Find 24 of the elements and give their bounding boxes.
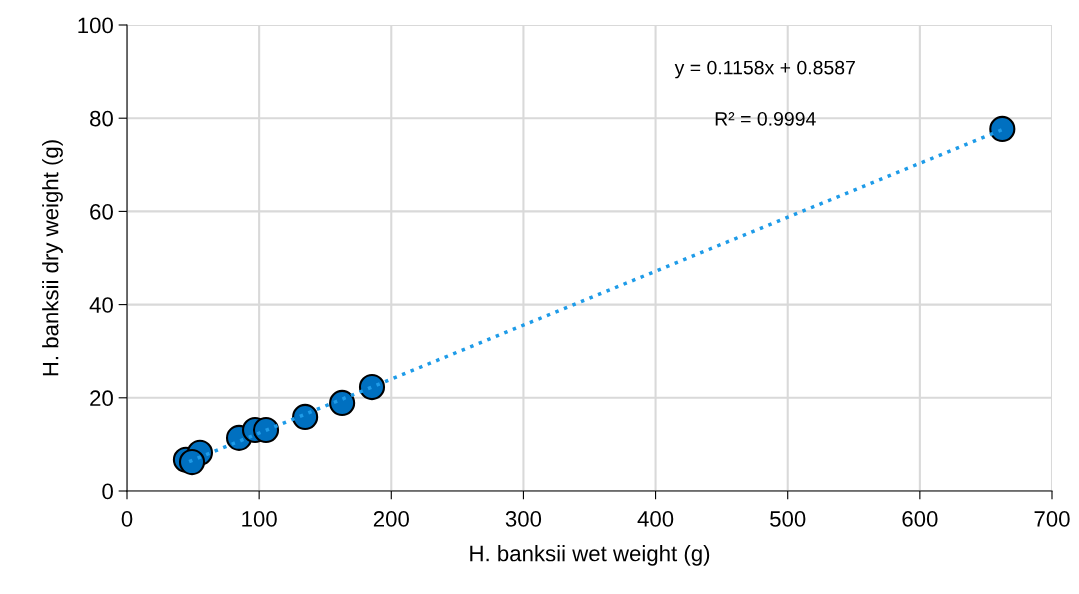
- y-tick-label: 80: [90, 110, 113, 127]
- point: [989, 115, 1016, 142]
- point: [252, 416, 280, 444]
- y-tick-label: 60: [90, 203, 113, 220]
- x-tick-label: 100: [242, 511, 277, 527]
- y-tick-label: 20: [90, 390, 113, 407]
- annotation: R² = 0.9994: [715, 111, 816, 126]
- point: [178, 449, 206, 476]
- point: [329, 389, 356, 416]
- x-tick-label: 0: [121, 511, 133, 527]
- x-tick-label: 600: [902, 511, 938, 527]
- annotation: y = 0.1158x + 0.8587: [674, 60, 855, 79]
- y-axis-title: H. banksii dry weight (g): [42, 140, 63, 376]
- x-tick-label: 400: [637, 511, 674, 527]
- y-tick-label: 0: [102, 483, 113, 500]
- point: [292, 403, 319, 430]
- x-tick-label: 700: [1034, 511, 1070, 527]
- x-tick-label: 200: [373, 511, 409, 527]
- x-axis-title: H. banksii wet weight (g): [470, 545, 710, 566]
- y-tick-label: 100: [78, 17, 113, 34]
- x-tick-label: 500: [770, 511, 806, 527]
- x-tick-label: 300: [505, 511, 542, 527]
- point: [358, 374, 386, 401]
- y-tick-label: 40: [89, 297, 113, 313]
